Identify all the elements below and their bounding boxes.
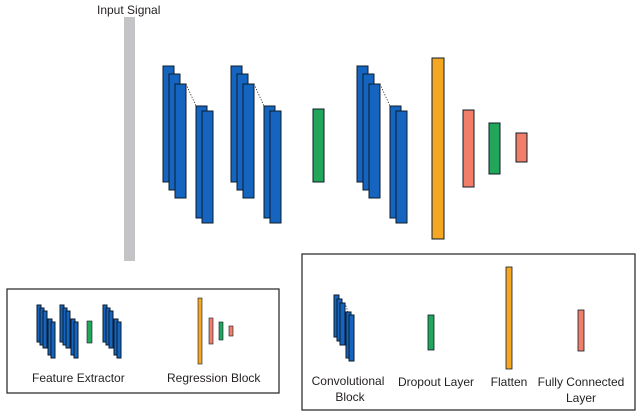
legend-left-frame — [6, 288, 280, 394]
legend-conv-label-line1: Convolutional — [312, 374, 385, 388]
fc-layer-1 — [462, 109, 475, 188]
input-signal-bar — [124, 17, 135, 261]
legend-flatten-icon — [505, 266, 513, 370]
legend-fc-icon — [577, 309, 585, 352]
flatten-layer — [431, 57, 445, 240]
legend-left: Feature Extractor Regression Block — [6, 288, 280, 394]
legend-dropout-label: Dropout Layer — [398, 375, 474, 389]
dropout-layer-2 — [488, 122, 501, 175]
legend-dropout-icon — [427, 314, 435, 351]
legend-flatten-label: Flatten — [491, 375, 528, 389]
legend-right: Convolutional Block Dropout Layer Flatte… — [301, 253, 636, 411]
mini-feature-extractor-icon — [36, 304, 122, 359]
conv-block-1 — [162, 65, 214, 224]
feature-extractor-label: Feature Extractor — [32, 371, 125, 385]
conv-block-2 — [230, 65, 282, 224]
legend-conv-label-line2: Block — [335, 390, 365, 404]
legend-fc-label-line1: Fully Connected — [538, 375, 625, 389]
dropout-layer — [312, 108, 325, 183]
legend-conv-block-icon — [333, 294, 355, 362]
regression-block-label: Regression Block — [167, 371, 261, 385]
legend-fc-label-line2: Layer — [566, 391, 596, 405]
mini-regression-block-icon — [197, 297, 234, 365]
fc-layer-2 — [515, 132, 528, 163]
conv-block-3 — [356, 65, 408, 224]
legend-right-frame — [301, 253, 636, 411]
regression-block — [462, 109, 528, 188]
input-signal-label: Input Signal — [97, 3, 160, 17]
